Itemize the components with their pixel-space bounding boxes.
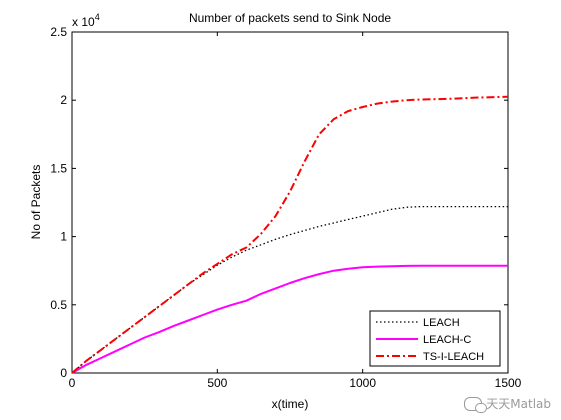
legend-label-leach-c: LEACH-C <box>423 334 471 346</box>
series-layer <box>71 95 509 374</box>
x-tick-label: 1500 <box>495 376 522 390</box>
y-tick-label: 0 <box>60 366 67 380</box>
series-line-leach-c <box>71 264 508 374</box>
watermark-text: 天天Matlab <box>486 397 551 411</box>
wechat-icon <box>464 396 488 413</box>
legend-label-ts-i-leach: TS-I-LEACH <box>423 351 484 363</box>
x-axis-label: x(time) <box>272 397 309 411</box>
x-tick-label: 500 <box>207 376 227 390</box>
y-exponent-label: x 104 <box>72 12 100 29</box>
x-tick-label: 0 <box>69 376 76 390</box>
y-axis-label: No of Packets <box>29 165 43 240</box>
series-line-leach <box>71 205 508 374</box>
y-tick-label: 2 <box>60 93 67 107</box>
series-line-ts-i-leach <box>71 95 509 374</box>
watermark: 天天Matlab <box>464 395 551 413</box>
y-tick-label: 1.5 <box>50 161 67 175</box>
x-tick-label: 1000 <box>349 376 376 390</box>
y-tick-label: 0.5 <box>50 298 67 312</box>
legend: LEACH LEACH-C TS-I-LEACH <box>369 310 501 367</box>
y-tick-label: 1 <box>60 230 67 244</box>
y-tick-label: 2.5 <box>50 25 67 39</box>
legend-label-leach: LEACH <box>423 317 460 329</box>
chart-title: Number of packets send to Sink Node <box>189 11 391 25</box>
